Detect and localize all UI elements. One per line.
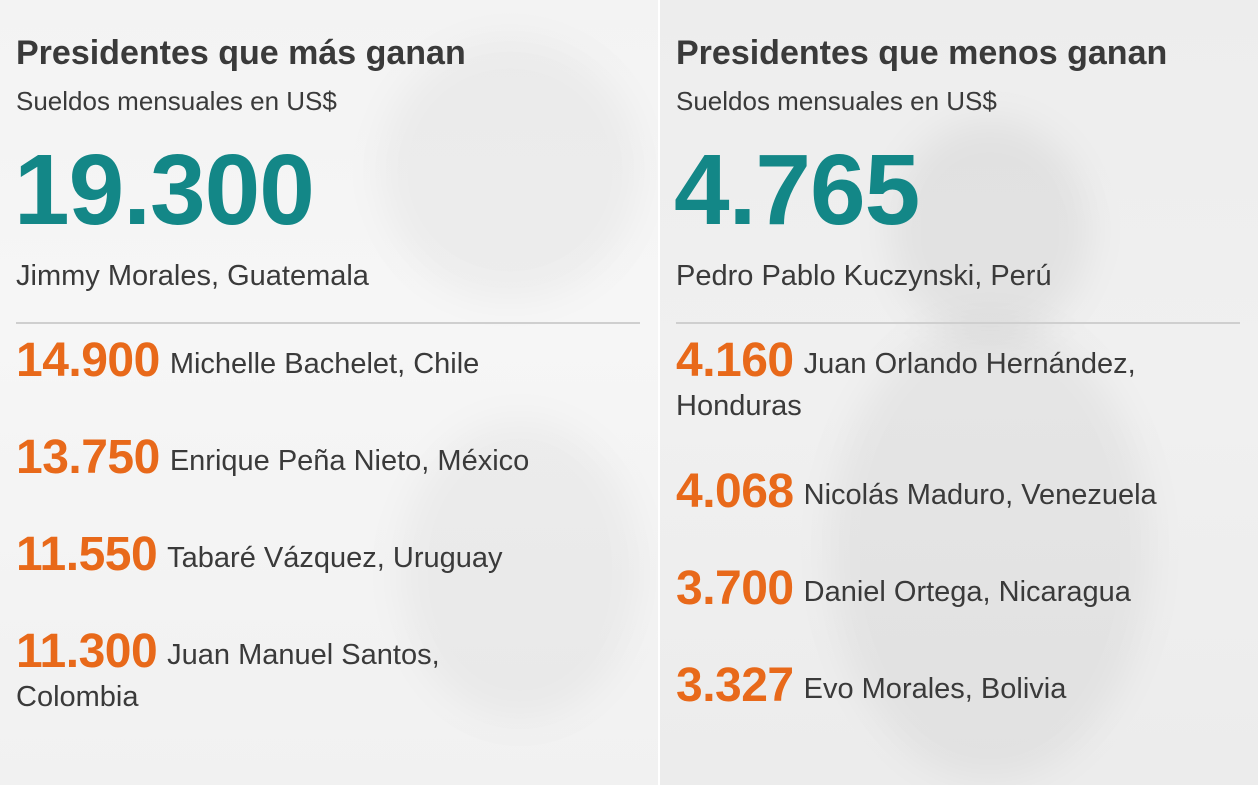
president-name: Enrique Peña Nieto, México [169,445,530,477]
salary-value: 11.300 [16,625,158,678]
salary-value: 3.700 [676,562,794,615]
top-salary-value: 19.300 [14,134,315,246]
divider-line [16,322,640,324]
president-name: Michelle Bachelet, Chile [169,348,480,380]
salary-value: 4.068 [676,465,794,518]
list-item: 11.550 Tabaré Vázquez, Uruguay [16,531,616,579]
list-item: 4.068 Nicolás Maduro, Venezuela [676,468,1236,516]
panel-title: Presidentes que más ganan [16,34,466,72]
top-president-name: Pedro Pablo Kuczynski, Perú [676,260,1052,292]
salary-value: 13.750 [16,431,160,484]
list-item: 14.900 Michelle Bachelet, Chile [16,337,616,385]
president-name: Evo Morales, Bolivia [803,673,1067,705]
divider-line [676,322,1240,324]
background-photo-shape [380,40,640,300]
background-photo-shape [890,120,1090,340]
president-name: Juan Manuel Santos, Colombia [16,639,440,713]
list-item: 11.300 Juan Manuel Santos, Colombia [16,628,516,718]
salary-value: 11.550 [16,528,158,581]
background-photo-shape [830,320,1150,780]
panel-subtitle: Sueldos mensuales en US$ [676,86,997,116]
list-item: 3.700 Daniel Ortega, Nicaragua [676,565,1236,613]
panel-title: Presidentes que menos ganan [676,34,1168,72]
ranking-list: 14.900 Michelle Bachelet, Chile 13.750 Enr… [16,337,616,770]
salary-value: 4.160 [676,334,794,387]
list-item: 3.327 Evo Morales, Bolivia [676,662,1236,710]
top-salary-value: 4.765 [674,134,920,246]
list-item: 4.160 Juan Orlando Hernández, Honduras [676,337,1216,427]
list-item: 13.750 Enrique Peña Nieto, México [16,434,616,482]
panel-divider [658,0,660,785]
highest-paid-panel: Presidentes que más ganan Sueldos mensua… [0,0,658,785]
salary-value: 3.327 [676,659,794,712]
ranking-list: 4.160 Juan Orlando Hernández, Honduras 4.… [676,337,1236,762]
president-name: Juan Orlando Hernández, Honduras [676,348,1136,422]
president-name: Nicolás Maduro, Venezuela [803,479,1157,511]
president-name: Daniel Ortega, Nicaragua [803,576,1131,608]
top-president-name: Jimmy Morales, Guatemala [16,260,369,292]
president-name: Tabaré Vázquez, Uruguay [167,542,503,574]
salary-value: 14.900 [16,334,160,387]
panel-subtitle: Sueldos mensuales en US$ [16,86,337,116]
lowest-paid-panel: Presidentes que menos ganan Sueldos mens… [660,0,1258,785]
